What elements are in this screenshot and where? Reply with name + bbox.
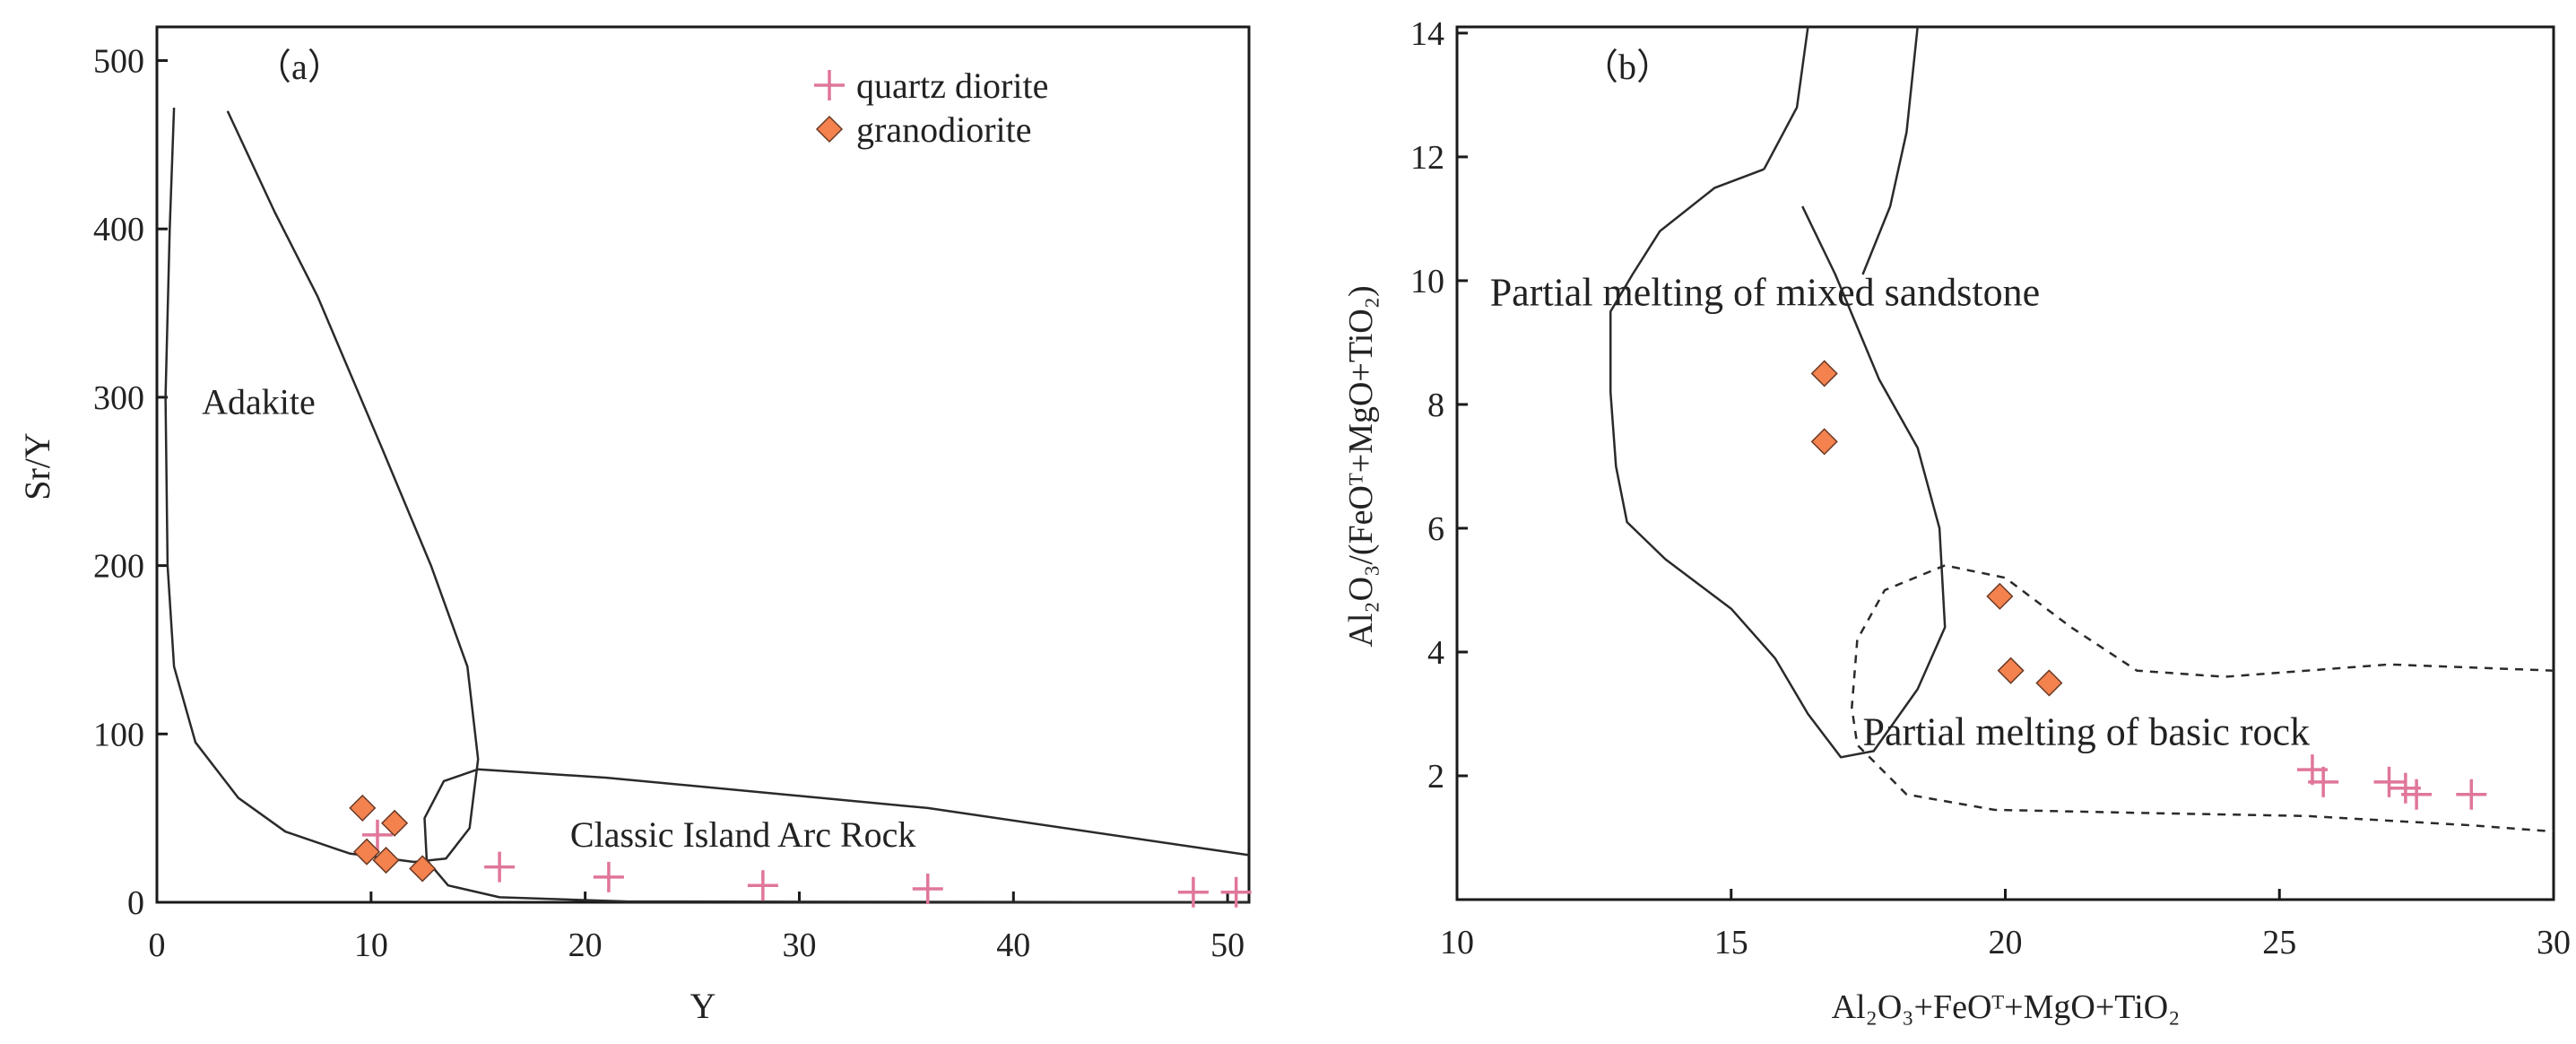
x-tick-label: 25 [2262, 924, 2296, 961]
granodiorite-point [349, 794, 377, 822]
plot-frame [155, 25, 1251, 904]
legend-diamond-marker [815, 115, 844, 144]
field-annotation: Adakite [202, 382, 316, 422]
panel-b-alumina-diagram: 10 15 20 25 30 2 4 6 8 10 12 14 Al₂O₃+FeOᵀ+MgO+TiO₂ A… [1342, 15, 2571, 1026]
x-tick-label: 20 [1989, 924, 2023, 961]
granodiorite-point [372, 847, 400, 874]
quartz-diorite-point [2401, 779, 2433, 810]
quartz-diorite-point [593, 861, 624, 892]
y-tick-label: 300 [93, 379, 144, 417]
granodiorite-point [381, 809, 409, 837]
quartz-diorite-point [747, 870, 778, 901]
field-boundary [1861, 26, 1919, 275]
granodiorite-point [1810, 360, 1838, 387]
field-boundary [1763, 26, 1809, 170]
granodiorite-point [2035, 669, 2063, 697]
x-axis-label: Al₂O₃+FeOᵀ+MgO+TiO₂ [1832, 988, 2181, 1026]
quartz-diorite-point [2456, 779, 2487, 810]
y-tick-label: 500 [93, 43, 144, 81]
granodiorite-point [1810, 428, 1838, 456]
field-annotation: Partial melting of mixed sandstone [1490, 271, 2040, 315]
legend-entry-label: granodiorite [856, 109, 1032, 150]
y-tick-label: 14 [1410, 15, 1444, 53]
y-axis-label: Sr/Y [17, 432, 57, 500]
y-tick-label: 4 [1427, 634, 1444, 672]
granodiorite-point [409, 855, 437, 883]
field-boundary [423, 768, 1250, 904]
x-tick-label: 15 [1714, 924, 1748, 961]
panel-label: （b） [1583, 47, 1672, 87]
quartz-diorite-point [2308, 766, 2339, 797]
y-tick-label: 200 [93, 548, 144, 586]
x-tick-label: 50 [1210, 927, 1245, 964]
field-annotation: Partial melting of basic rock [1863, 709, 2311, 753]
field-boundary [164, 108, 480, 864]
y-tick-label: 12 [1410, 139, 1444, 177]
y-tick-label: 100 [93, 716, 144, 753]
field-annotation: Classic Island Arc Rock [570, 814, 916, 855]
quartz-diorite-point [912, 873, 943, 904]
y-tick-label: 8 [1427, 387, 1444, 424]
quartz-diorite-point [484, 851, 516, 883]
y-tick-label: 0 [127, 884, 144, 922]
quartz-diorite-point [1220, 876, 1252, 908]
y-tick-label: 10 [1410, 263, 1444, 300]
legend-entry-label: quartz diorite [856, 65, 1048, 106]
x-tick-label: 0 [149, 927, 166, 964]
quartz-diorite-point [1177, 876, 1209, 908]
x-tick-label: 20 [568, 927, 603, 964]
y-tick-label: 400 [93, 211, 144, 248]
field-boundary [1609, 168, 1947, 759]
x-tick-label: 40 [996, 927, 1030, 964]
x-tick-label: 30 [782, 927, 816, 964]
y-axis-label: Al₂O₃/(FeOᵀ+MgO+TiO₂) [1342, 285, 1380, 647]
field-boundary-dashed [1851, 564, 2554, 833]
legend-plus-marker [814, 70, 845, 100]
quartz-diorite-point [361, 819, 393, 850]
y-tick-label: 6 [1427, 510, 1444, 548]
x-tick-label: 10 [354, 927, 388, 964]
x-axis-label: Y [690, 986, 716, 1026]
quartz-diorite-point [2373, 766, 2405, 797]
x-tick-label: 30 [2537, 924, 2571, 961]
panel-a-sr-y-diagram: 0 10 20 30 40 500100200300400500YSr/Y（a）Adaki… [17, 25, 1252, 1026]
x-tick-label: 10 [1440, 924, 1474, 961]
granodiorite-point [1986, 582, 2014, 610]
granodiorite-point [352, 838, 381, 866]
granodiorite-point [1997, 657, 2025, 684]
panel-label: （a） [256, 47, 343, 87]
y-tick-label: 2 [1427, 758, 1444, 796]
